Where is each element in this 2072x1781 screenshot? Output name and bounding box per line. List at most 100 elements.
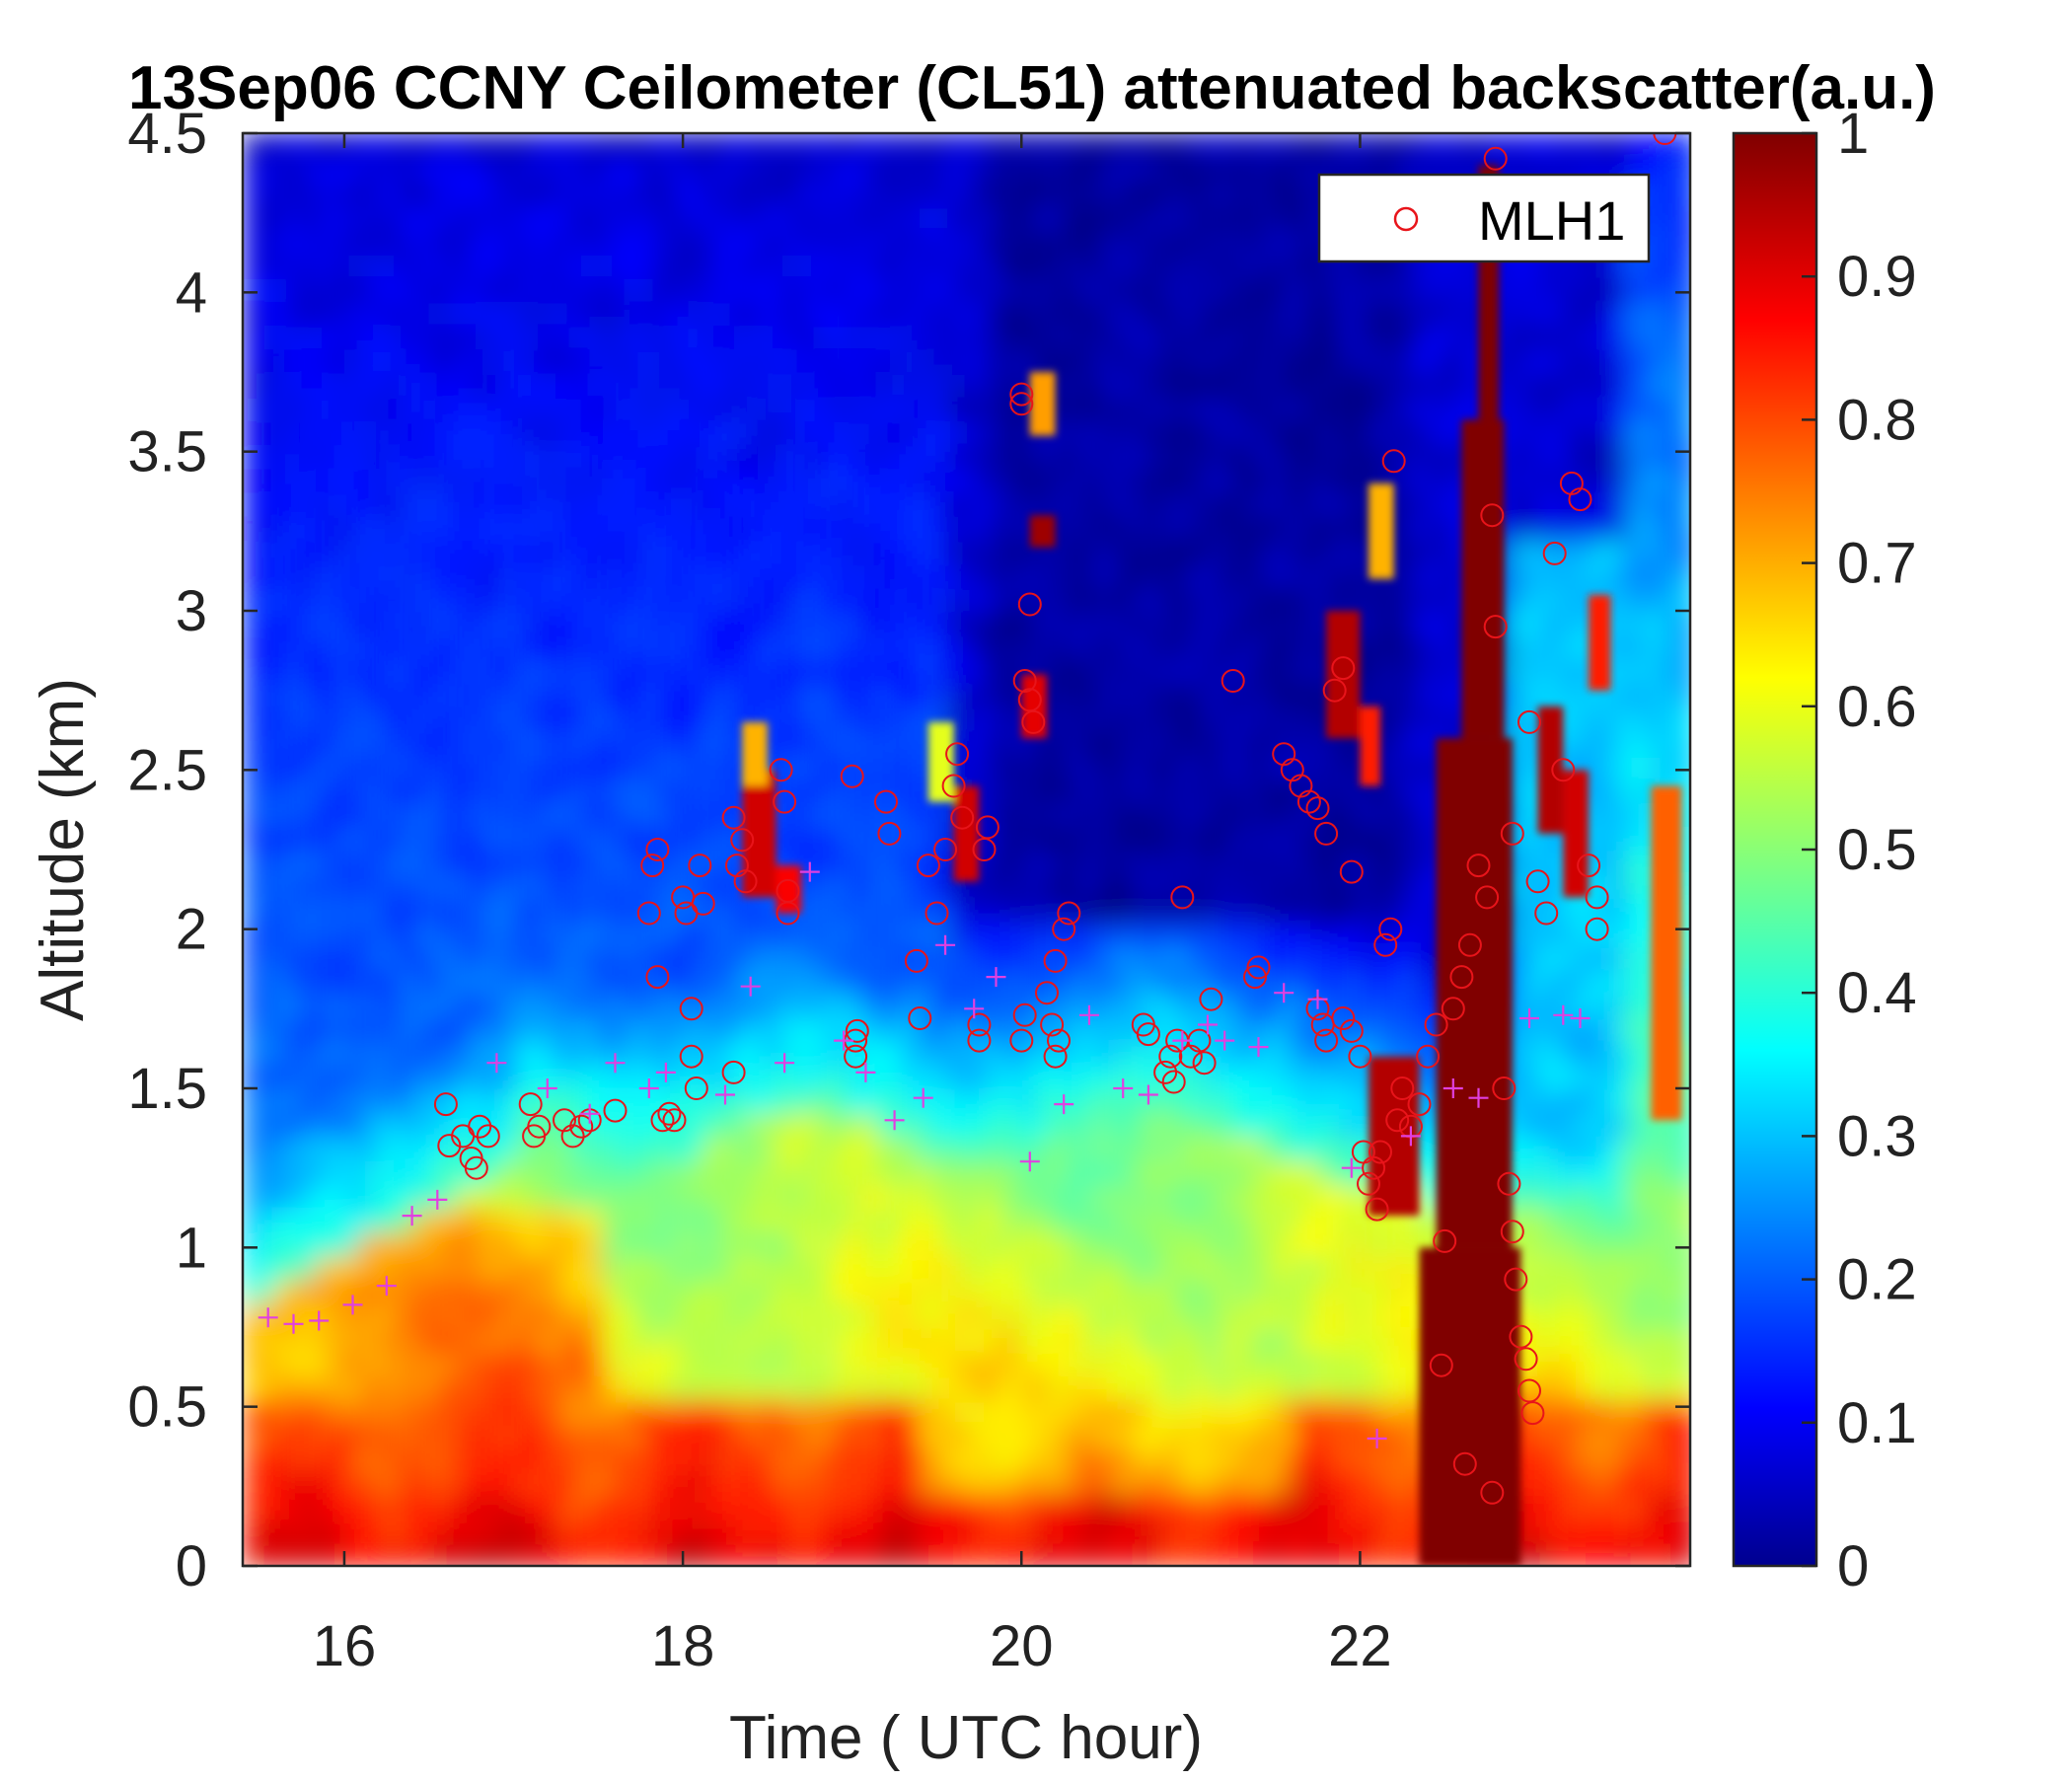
heatmap-cell xyxy=(962,539,979,565)
heatmap-cell xyxy=(1106,754,1123,779)
heatmap-cell xyxy=(444,993,461,1018)
heatmap-cell xyxy=(1019,1159,1036,1186)
heatmap-cell xyxy=(1321,1327,1338,1353)
heatmap-cell xyxy=(1178,634,1195,660)
heatmap-cell xyxy=(803,491,820,517)
heatmap-cell xyxy=(602,1279,619,1305)
heatmap-cell xyxy=(372,873,389,899)
heatmap-cell xyxy=(746,611,763,636)
heatmap-cell xyxy=(429,443,446,470)
heatmap-cell xyxy=(1336,1040,1353,1067)
heatmap-cell xyxy=(674,1398,691,1425)
heatmap-cell xyxy=(1336,754,1353,779)
heatmap-cell xyxy=(1336,993,1353,1018)
heatmap-cell xyxy=(617,1422,633,1448)
heatmap-cell xyxy=(746,1112,763,1138)
heatmap-cell xyxy=(947,1208,964,1233)
heatmap-cell xyxy=(588,1040,605,1067)
heatmap-cell xyxy=(1264,467,1281,493)
heatmap-cell xyxy=(1076,157,1093,183)
heatmap-cell xyxy=(976,1302,993,1329)
heatmap-cell xyxy=(1221,253,1237,278)
heatmap-cell xyxy=(789,705,806,732)
heatmap-cell xyxy=(329,276,345,302)
heatmap-cell xyxy=(1192,1159,1209,1186)
heatmap-cell xyxy=(789,730,806,756)
heatmap-cell xyxy=(415,1231,432,1257)
heatmap-cell xyxy=(1091,634,1108,660)
heatmap-cell xyxy=(501,1398,518,1425)
heatmap-cell xyxy=(1148,778,1165,804)
heatmap-cell xyxy=(285,1112,302,1138)
heatmap-cell xyxy=(257,539,273,565)
heatmap-cell xyxy=(890,778,907,804)
heatmap-cell xyxy=(833,586,850,613)
heatmap-cell xyxy=(803,1518,820,1544)
heatmap-cell xyxy=(947,1064,964,1090)
heatmap-cell xyxy=(818,730,835,756)
heatmap-cell xyxy=(1005,850,1022,875)
heatmap-cell xyxy=(818,969,835,995)
heatmap-cell xyxy=(444,157,461,183)
heatmap-cell xyxy=(919,1040,935,1067)
heatmap-cell xyxy=(947,586,964,613)
heatmap-cell xyxy=(285,1208,302,1233)
heatmap-cell xyxy=(890,921,907,947)
heatmap-cell xyxy=(486,253,503,278)
heatmap-cell xyxy=(731,1231,748,1257)
heatmap-cell xyxy=(833,801,850,828)
heatmap-cell xyxy=(558,133,575,159)
heatmap-cell xyxy=(933,1398,950,1425)
heatmap-cell xyxy=(746,300,763,327)
heatmap-cell xyxy=(803,539,820,565)
heatmap-cell xyxy=(486,1064,503,1090)
heatmap-cell xyxy=(1207,1040,1223,1067)
heatmap-cell xyxy=(1307,921,1324,947)
heatmap-cell xyxy=(1221,1302,1237,1329)
heatmap-cell xyxy=(343,611,360,636)
heatmap-cell xyxy=(1192,1351,1209,1376)
heatmap-cell xyxy=(1019,1208,1036,1233)
heatmap-cell xyxy=(1106,562,1123,589)
heatmap-cell xyxy=(1106,1112,1123,1138)
heatmap-cell xyxy=(1192,634,1209,660)
heatmap-cell xyxy=(558,1470,575,1496)
heatmap-cell xyxy=(1264,1064,1281,1090)
heatmap-cell xyxy=(602,1398,619,1425)
heatmap-cell xyxy=(1393,276,1410,302)
heatmap-cell xyxy=(1120,921,1137,947)
heatmap-cell xyxy=(803,133,820,159)
heatmap-cell xyxy=(645,993,662,1018)
heatmap-cell xyxy=(847,1302,863,1329)
heatmap-cell xyxy=(645,539,662,565)
heatmap-cell xyxy=(717,1518,734,1544)
heatmap-cell xyxy=(1235,1183,1252,1210)
heatmap-cell xyxy=(962,634,979,660)
heatmap-cell xyxy=(1163,515,1180,541)
heatmap-cell xyxy=(803,611,820,636)
heatmap-cell xyxy=(1063,873,1079,899)
heatmap-cell xyxy=(890,372,907,398)
heatmap-cell xyxy=(1393,324,1410,350)
heatmap-cell xyxy=(401,754,417,779)
heatmap-cell xyxy=(1207,658,1223,685)
heatmap-cell xyxy=(257,1398,273,1425)
heatmap-cell xyxy=(1235,562,1252,589)
heatmap-cell xyxy=(789,634,806,660)
heatmap-cell xyxy=(458,491,475,517)
heatmap-cell xyxy=(630,658,647,685)
heatmap-cell xyxy=(1048,1088,1065,1114)
heatmap-cell xyxy=(847,658,863,685)
heatmap-cell xyxy=(1091,133,1108,159)
heatmap-cell xyxy=(501,491,518,517)
heatmap-cell xyxy=(357,228,374,255)
heatmap-cell xyxy=(1135,921,1151,947)
heatmap-cell xyxy=(1235,1327,1252,1353)
heatmap-cell xyxy=(1293,921,1309,947)
heatmap-cell xyxy=(833,1351,850,1376)
heatmap-cell xyxy=(545,372,561,398)
heatmap-cell xyxy=(717,1302,734,1329)
heatmap-cell xyxy=(516,730,533,756)
heatmap-cell xyxy=(803,1302,820,1329)
heatmap-cell xyxy=(991,1088,1007,1114)
